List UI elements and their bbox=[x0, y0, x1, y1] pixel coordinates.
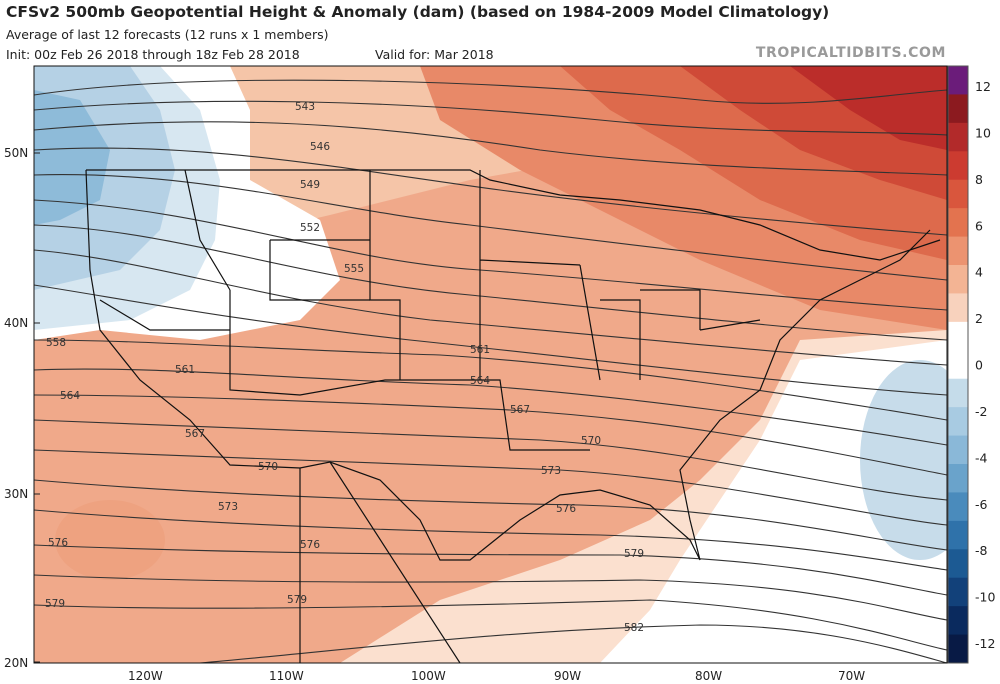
colorbar-swatch bbox=[948, 66, 968, 95]
lat-label: 50N bbox=[4, 146, 28, 160]
axis-ticks bbox=[34, 152, 40, 663]
colorbar-tick-label: -4 bbox=[975, 450, 988, 465]
init-time: Init: 00z Feb 26 2018 through 18z Feb 28… bbox=[6, 47, 300, 62]
lon-label: 70W bbox=[838, 669, 865, 683]
colorbar-swatch bbox=[948, 94, 968, 124]
colorbar-swatch bbox=[948, 464, 968, 493]
site-credit: TROPICALTIDBITS.COM bbox=[755, 45, 946, 61]
map-frame bbox=[33, 65, 948, 664]
colorbar-tick-label: -8 bbox=[975, 543, 988, 558]
colorbar-swatch bbox=[948, 492, 968, 522]
contour-label: 567 bbox=[510, 404, 530, 416]
colorbar-swatch bbox=[948, 435, 968, 465]
colorbar-swatch bbox=[948, 122, 968, 152]
colorbar-tick-label: -12 bbox=[975, 636, 995, 651]
colorbar-tick-label: 2 bbox=[975, 311, 983, 326]
colorbar-swatch bbox=[948, 350, 968, 380]
colorbar-tick-label: -2 bbox=[975, 404, 987, 419]
contour-label: 549 bbox=[300, 179, 320, 191]
colorbar-swatch bbox=[948, 407, 968, 437]
anomaly-patch-sw bbox=[55, 500, 165, 580]
colorbar-tick-label: 4 bbox=[975, 265, 983, 280]
valid-time: Valid for: Mar 2018 bbox=[375, 47, 494, 62]
contour-label: 576 bbox=[556, 503, 576, 515]
negative-anomaly-atlantic bbox=[860, 360, 947, 560]
anomaly-colorbar bbox=[947, 65, 969, 664]
colorbar-tick-label: 8 bbox=[975, 172, 983, 187]
borders bbox=[85, 169, 941, 663]
colorbar-frame bbox=[947, 65, 969, 664]
lon-label: 110W bbox=[269, 669, 304, 683]
colorbar-tick-label: -6 bbox=[975, 497, 988, 512]
colorbar-swatch bbox=[948, 378, 968, 408]
colorbar-swatch bbox=[948, 208, 968, 238]
contour-label: 570 bbox=[581, 435, 601, 447]
anomaly-zone-10 bbox=[790, 66, 947, 150]
map-area: 543 546 549 552 555 558 561 561 564 564 567 567 570 5… bbox=[34, 66, 947, 663]
colorbar-tick-label: -10 bbox=[975, 590, 995, 605]
colorbar-swatch bbox=[948, 179, 968, 209]
contour-label: 552 bbox=[300, 222, 320, 234]
lat-label: 40N bbox=[4, 316, 28, 330]
contour-label: 579 bbox=[45, 598, 65, 610]
colorbar-swatch bbox=[948, 520, 968, 550]
contour-label: 576 bbox=[48, 537, 68, 549]
contour-label: 579 bbox=[287, 594, 307, 606]
colorbar-swatch bbox=[948, 577, 968, 607]
lon-label: 120W bbox=[128, 669, 163, 683]
contour-label: 567 bbox=[185, 428, 205, 440]
colorbar-swatch bbox=[948, 265, 968, 294]
contour-label: 555 bbox=[344, 263, 364, 275]
colorbar-swatch bbox=[948, 151, 968, 181]
contour-label: 573 bbox=[218, 501, 238, 513]
lat-label: 30N bbox=[4, 487, 28, 501]
map-subtitle: Average of last 12 forecasts (12 runs x … bbox=[6, 27, 329, 42]
contour-label: 576 bbox=[300, 539, 320, 551]
colorbar-tick-label: 10 bbox=[975, 125, 991, 140]
contour-labels: 543 546 549 552 555 558 561 561 564 564 567 567 570 5… bbox=[45, 101, 644, 634]
colorbar-tick-label: 6 bbox=[975, 218, 983, 233]
contour-label: 561 bbox=[470, 344, 490, 356]
colorbar-swatch bbox=[948, 634, 968, 664]
contour-label: 579 bbox=[624, 548, 644, 560]
contour-label: 564 bbox=[470, 375, 490, 387]
colorbar-swatch bbox=[948, 236, 968, 266]
colorbar-tick-label: 12 bbox=[975, 79, 991, 94]
height-contours bbox=[34, 79, 947, 663]
lon-label: 100W bbox=[411, 669, 446, 683]
contour-label: 564 bbox=[60, 390, 80, 402]
colorbar-tick-label: 0 bbox=[975, 358, 983, 373]
contour-label: 570 bbox=[258, 461, 278, 473]
map-title: CFSv2 500mb Geopotential Height & Anomal… bbox=[6, 3, 830, 21]
contour-label: 582 bbox=[624, 622, 644, 634]
contour-label: 546 bbox=[310, 141, 330, 153]
contour-label: 558 bbox=[46, 337, 66, 349]
contour-label: 543 bbox=[295, 101, 315, 113]
colorbar-swatch bbox=[948, 321, 968, 351]
colorbar-swatch bbox=[948, 606, 968, 636]
anomaly-zone-neg3-nw bbox=[34, 90, 110, 225]
colorbar-swatch bbox=[948, 549, 968, 579]
lon-label: 80W bbox=[695, 669, 722, 683]
lat-label: 20N bbox=[4, 656, 28, 670]
lon-label: 90W bbox=[554, 669, 581, 683]
contour-label: 573 bbox=[541, 465, 561, 477]
colorbar-labels: 12 10 8 6 4 2 0 -2 -4 -6 -8 -10 -12 bbox=[975, 79, 995, 651]
colorbar-swatch bbox=[948, 293, 968, 323]
contour-label: 561 bbox=[175, 364, 195, 376]
